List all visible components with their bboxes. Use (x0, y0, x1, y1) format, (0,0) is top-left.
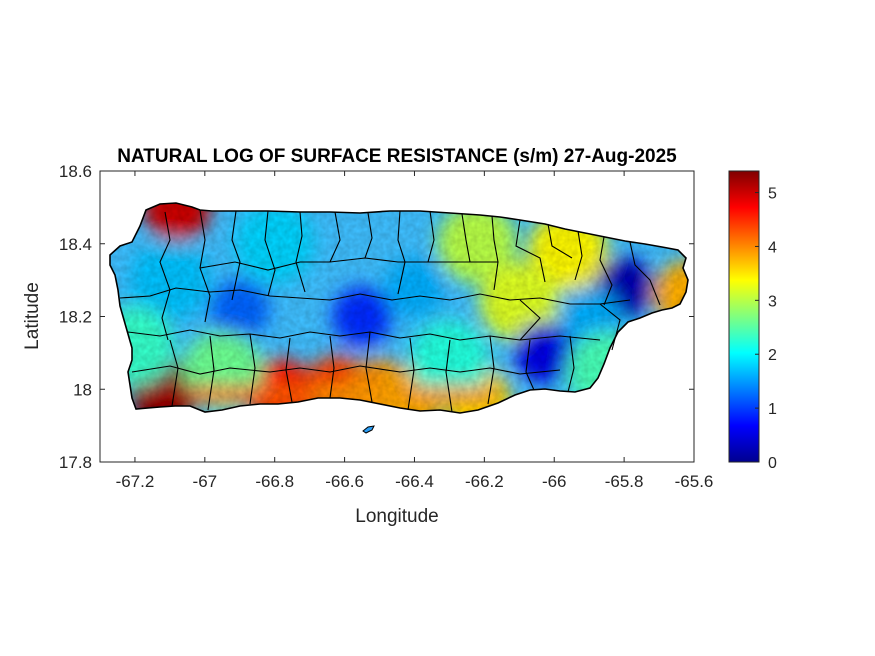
x-tick-label: -67.2 (116, 472, 155, 491)
municipality-boundary (407, 337, 415, 411)
x-axis: -67.2 -67 -66.8 -66.6 -66.4 -66.2 -66 -65.8 -65.… (116, 171, 714, 491)
municipality-boundary (445, 339, 453, 413)
colorbar: 0 1 2 3 4 5 (728, 170, 777, 472)
x-tick-label: -67 (193, 472, 218, 491)
x-axis-label: Longitude (355, 506, 438, 527)
municipality-boundary (525, 339, 535, 391)
x-tick-label: -65.8 (605, 472, 644, 491)
municipality-boundaries (119, 209, 661, 413)
municipality-boundary (207, 335, 215, 411)
municipality-boundary (491, 215, 499, 291)
municipality-boundary (599, 303, 621, 351)
colorbar-tick-label: 5 (768, 186, 777, 203)
municipality-boundary (515, 219, 546, 283)
municipality-boundary (131, 365, 561, 375)
municipality-boundary (599, 236, 613, 306)
municipality-boundary (487, 335, 495, 405)
municipality-boundary (365, 331, 373, 403)
y-tick-label: 18.2 (59, 308, 92, 327)
municipality-boundary (397, 210, 406, 295)
x-tick-label: -66.6 (325, 472, 364, 491)
y-tick-label: 18 (73, 380, 92, 399)
municipality-boundary (329, 335, 335, 399)
municipality-boundary (567, 335, 575, 393)
municipality-boundary (249, 333, 256, 405)
colorbar-tick-label: 0 (768, 455, 777, 472)
y-axis-label: Latitude (22, 282, 43, 350)
x-tick-label: -65.6 (675, 472, 714, 491)
municipality-boundary (519, 299, 541, 341)
municipality-boundary (231, 210, 241, 301)
map-axes: -67.2 -67 -66.8 -66.6 -66.4 -66.2 -66 -65.8 -65.… (59, 162, 714, 491)
municipality-boundary (127, 329, 601, 341)
colorbar-gradient (728, 170, 760, 463)
colorbar-tick-label: 2 (768, 347, 777, 364)
municipality-boundary (264, 210, 276, 297)
islet-caja-de-muerto (362, 425, 375, 434)
colorbar-tick-label: 4 (768, 239, 777, 256)
coastline (109, 202, 689, 414)
municipality-boundary (329, 211, 341, 263)
municipality-boundary (295, 211, 306, 293)
municipality-boundary (547, 223, 573, 259)
municipality-boundary (169, 339, 179, 407)
municipality-boundary (427, 210, 435, 263)
municipality-boundary (461, 213, 471, 263)
colorbar-tick-label: 3 (768, 293, 777, 310)
municipality-boundary (285, 337, 293, 403)
colorbar-tick-label: 1 (768, 401, 777, 418)
municipality-boundary (629, 241, 661, 306)
municipality-boundary (159, 211, 171, 341)
y-tick-label: 18.4 (59, 235, 92, 254)
y-axis: 17.8 18 18.2 18.4 18.6 (59, 162, 694, 472)
municipality-boundary (574, 230, 583, 281)
x-tick-label: -66.8 (255, 472, 294, 491)
x-tick-label: -66 (542, 472, 567, 491)
x-tick-label: -66.2 (465, 472, 504, 491)
colorbar-ticks: 0 1 2 3 4 5 (755, 186, 777, 472)
x-tick-label: -66.4 (395, 472, 434, 491)
y-tick-label: 17.8 (59, 453, 92, 472)
municipality-boundary (364, 212, 373, 259)
municipality-boundary (119, 287, 631, 305)
municipality-boundary (199, 257, 498, 271)
chart-title: NATURAL LOG OF SURFACE RESISTANCE (s/m) … (117, 146, 677, 167)
y-tick-label: 18.6 (59, 162, 92, 181)
